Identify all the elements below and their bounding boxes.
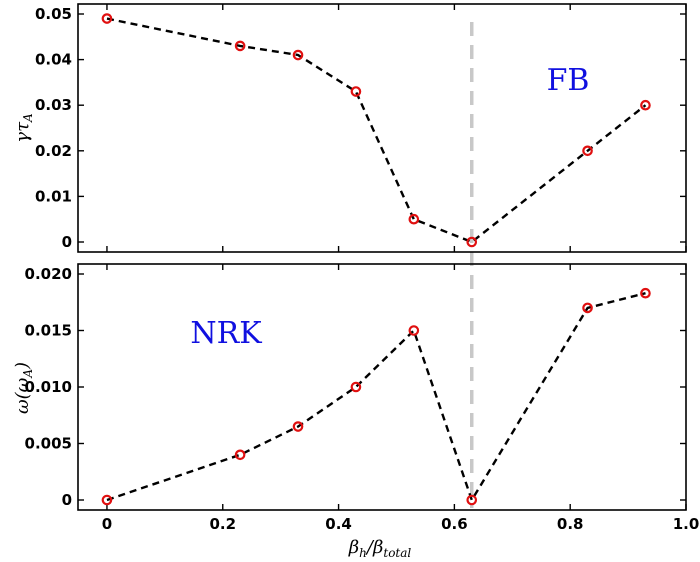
top-data-point [466, 236, 478, 248]
bottom-data-point [101, 494, 113, 506]
bottom-y-tick-label: 0.010 [25, 378, 72, 396]
bottom-data-point [408, 325, 420, 336]
top-y-tick-label: 0 [62, 233, 72, 251]
x-tick-label: 0.4 [325, 515, 352, 533]
bottom-y-tick-label: 0.015 [25, 322, 72, 340]
top-series-line [106, 17, 647, 244]
top-panel: 0 0.01 0.02 0.03 0.04 0.05 FB [35, 3, 687, 253]
top-y-tick-label: 0.05 [35, 5, 72, 23]
x-tick-label: 0 [102, 515, 112, 533]
top-y-axis-label: γτA [12, 113, 35, 143]
bottom-panel: 0 0.005 0.010 0.015 0.020 0 0.2 0.4 0.6 0.8 1.0 NRK [25, 263, 700, 533]
top-y-tick-label: 0.01 [35, 187, 72, 205]
bottom-plot-frame [77, 263, 687, 511]
top-data-point [101, 13, 113, 24]
top-data-point [640, 99, 651, 111]
bottom-y-tick-label: 0.020 [25, 265, 72, 283]
top-data-point [234, 40, 246, 52]
x-axis-label: βh/βtotal [348, 537, 412, 560]
bottom-data-point [640, 287, 651, 299]
bottom-annotation: NRK [190, 316, 262, 351]
top-data-point [408, 213, 420, 225]
top-plot-frame [77, 3, 687, 253]
top-data-point [350, 86, 362, 97]
top-annotation: FB [547, 63, 590, 98]
bottom-series-line [106, 292, 646, 503]
x-tick-label: 1.0 [673, 515, 700, 533]
top-data-point [582, 145, 593, 157]
top-y-tick-label: 0.04 [35, 51, 72, 69]
x-tick-label: 0.8 [557, 515, 584, 533]
bottom-data-point [582, 302, 593, 314]
x-tick-label: 0.2 [209, 515, 236, 533]
top-y-tick-label: 0.02 [35, 142, 72, 160]
bottom-data-point [466, 494, 478, 506]
x-tick-label: 0.6 [441, 515, 468, 533]
bottom-data-point [350, 381, 362, 393]
top-y-tick-label: 0.03 [35, 96, 72, 114]
bottom-y-tick-label: 0 [62, 491, 72, 509]
top-data-point [292, 49, 304, 61]
bottom-data-point [234, 449, 246, 461]
bottom-y-tick-label: 0.005 [25, 435, 72, 453]
bottom-y-axis-label: ω(ωA) [12, 362, 35, 414]
bottom-data-point [292, 421, 304, 432]
